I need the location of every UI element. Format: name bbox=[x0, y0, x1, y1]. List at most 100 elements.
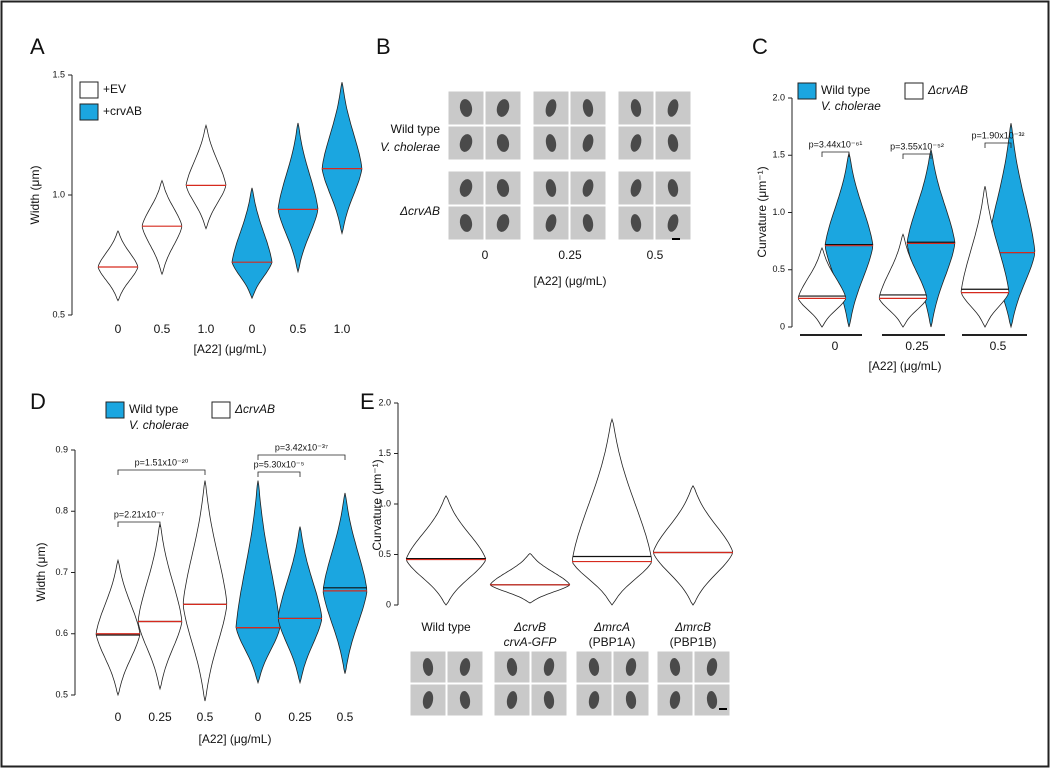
violin bbox=[322, 492, 368, 674]
cell bbox=[496, 99, 510, 117]
legend-label: ΔcrvAB bbox=[927, 83, 968, 97]
x-tick-label: crvA-GFP bbox=[504, 635, 557, 649]
x-tick-label: 0 bbox=[115, 710, 122, 724]
cell bbox=[630, 179, 642, 197]
x-tick-label: Wild type bbox=[421, 620, 471, 634]
cell bbox=[459, 134, 473, 152]
cell bbox=[630, 99, 642, 117]
p-value: p=3.44x10⁻⁶¹ bbox=[809, 139, 863, 149]
legend-swatch bbox=[797, 82, 817, 100]
violin bbox=[489, 552, 571, 604]
cell bbox=[506, 691, 518, 709]
y-tick-label: 0.9 bbox=[55, 444, 68, 454]
legend-swatch bbox=[211, 401, 231, 419]
x-tick-label: 1.0 bbox=[198, 322, 215, 336]
cell bbox=[582, 134, 594, 152]
violin bbox=[906, 149, 956, 328]
violin bbox=[137, 523, 183, 691]
violin bbox=[878, 233, 928, 328]
legend-label: Wild type bbox=[129, 402, 179, 416]
panel-letter: C bbox=[752, 34, 768, 59]
legend-swatch bbox=[105, 401, 125, 419]
row-label: ΔcrvAB bbox=[399, 204, 440, 218]
legend-swatch bbox=[79, 103, 99, 121]
x-axis-label: [A22] (μg/mL) bbox=[869, 359, 942, 373]
column-label: 0.5 bbox=[647, 248, 664, 262]
y-tick-label: 0 bbox=[386, 599, 391, 609]
x-tick-label: ΔmrcA bbox=[593, 620, 630, 634]
x-tick-label: 0.25 bbox=[148, 710, 172, 724]
legend-label: V. cholerae bbox=[821, 99, 881, 113]
x-axis-label: [A22] (μg/mL) bbox=[534, 274, 607, 288]
panel-letter: A bbox=[30, 34, 45, 59]
x-tick-label: 0 bbox=[115, 322, 122, 336]
y-tick-label: 2.0 bbox=[378, 397, 391, 407]
x-tick-label: 0.5 bbox=[337, 710, 354, 724]
cell bbox=[582, 99, 594, 117]
x-tick-label: 0.25 bbox=[905, 339, 929, 353]
cell bbox=[582, 214, 594, 232]
cell bbox=[422, 658, 434, 676]
y-axis-label: Width (μm) bbox=[34, 543, 48, 602]
y-tick-label: 1.0 bbox=[378, 498, 391, 508]
p-value: p=2.21x10⁻⁷ bbox=[114, 509, 164, 519]
bracket bbox=[117, 469, 206, 475]
legend-label: Wild type bbox=[821, 83, 871, 97]
cell bbox=[706, 691, 718, 709]
x-tick-label: (PBP1B) bbox=[670, 635, 717, 649]
violin bbox=[185, 124, 227, 230]
x-tick-label: 0 bbox=[249, 322, 256, 336]
y-tick-label: 0.8 bbox=[55, 506, 68, 516]
cell-image bbox=[532, 125, 570, 161]
y-tick-label: 1.0 bbox=[772, 207, 785, 217]
violin bbox=[797, 247, 847, 328]
column-label: 0 bbox=[482, 248, 489, 262]
legend-label: ΔcrvAB bbox=[234, 402, 275, 416]
cell bbox=[588, 658, 600, 676]
y-tick-label: 0.5 bbox=[55, 689, 68, 699]
cell bbox=[496, 214, 510, 232]
cell bbox=[625, 658, 637, 676]
p-value: p=3.42x10⁻³⁷ bbox=[275, 442, 328, 452]
cell bbox=[459, 99, 473, 117]
cell bbox=[625, 691, 637, 709]
violin bbox=[141, 179, 183, 276]
x-tick-label: 0.5 bbox=[197, 710, 214, 724]
cell bbox=[459, 658, 471, 676]
y-tick-label: 1.5 bbox=[772, 150, 785, 160]
violin bbox=[277, 526, 323, 685]
violin bbox=[235, 480, 281, 685]
y-tick-label: 2.0 bbox=[772, 92, 785, 102]
violin bbox=[960, 186, 1010, 328]
y-axis-label: Width (μm) bbox=[28, 166, 42, 225]
cell bbox=[459, 691, 471, 709]
legend-label: +EV bbox=[103, 82, 126, 96]
legend-label: +crvAB bbox=[103, 104, 142, 118]
cell bbox=[543, 691, 555, 709]
cell bbox=[588, 691, 600, 709]
row-label: V. cholerae bbox=[380, 140, 440, 154]
panel-letter: B bbox=[376, 34, 391, 59]
x-axis-label: [A22] (μg/mL) bbox=[199, 732, 272, 746]
bracket bbox=[984, 142, 1012, 148]
p-value: p=3.55x10⁻⁵² bbox=[890, 141, 944, 151]
legend-swatch bbox=[79, 81, 99, 99]
x-tick-label: 0.5 bbox=[290, 322, 307, 336]
cell bbox=[706, 658, 718, 676]
violin bbox=[321, 82, 363, 235]
bracket bbox=[257, 454, 346, 460]
x-tick-label: ΔmrcB bbox=[674, 620, 711, 634]
cell bbox=[459, 214, 473, 232]
cell bbox=[630, 214, 642, 232]
y-tick-label: 1.0 bbox=[52, 189, 65, 199]
cell bbox=[496, 179, 510, 197]
bracket bbox=[902, 153, 932, 159]
x-axis-label: [A22] (μg/mL) bbox=[194, 342, 267, 356]
p-value: p=5.30x10⁻⁵ bbox=[254, 459, 305, 469]
y-tick-label: 0.5 bbox=[772, 264, 785, 274]
scale-bar bbox=[719, 708, 727, 710]
x-tick-label: 0.25 bbox=[288, 710, 312, 724]
cell bbox=[667, 99, 679, 117]
violin bbox=[97, 230, 139, 302]
